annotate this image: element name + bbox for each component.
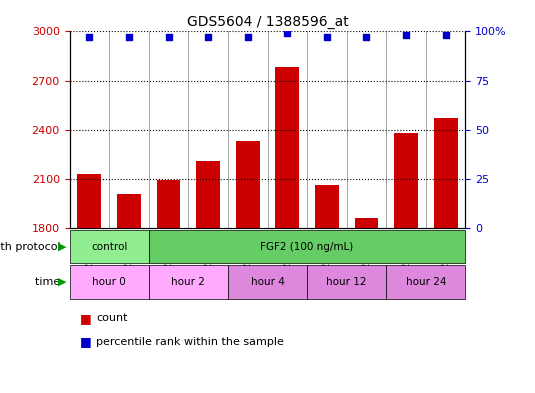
- Text: ▶: ▶: [58, 277, 67, 287]
- Bar: [117, 193, 141, 228]
- Bar: [276, 68, 299, 228]
- Text: percentile rank within the sample: percentile rank within the sample: [96, 337, 284, 347]
- Text: count: count: [96, 313, 128, 323]
- Text: time: time: [35, 277, 64, 287]
- Text: hour 0: hour 0: [92, 277, 126, 287]
- Bar: [157, 180, 180, 228]
- Point: [164, 34, 173, 40]
- Point: [283, 30, 292, 37]
- Title: GDS5604 / 1388596_at: GDS5604 / 1388596_at: [187, 15, 348, 29]
- Bar: [394, 133, 418, 228]
- Bar: [196, 161, 220, 228]
- Text: hour 12: hour 12: [326, 277, 367, 287]
- Point: [323, 34, 331, 40]
- Point: [204, 34, 212, 40]
- Bar: [315, 185, 339, 228]
- Point: [125, 34, 133, 40]
- Bar: [434, 118, 457, 228]
- Point: [402, 32, 410, 39]
- Bar: [355, 218, 378, 228]
- Text: hour 2: hour 2: [171, 277, 205, 287]
- Text: growth protocol: growth protocol: [0, 242, 64, 252]
- Point: [243, 34, 252, 40]
- Point: [85, 34, 94, 40]
- Text: ▶: ▶: [58, 242, 67, 252]
- Text: ■: ■: [80, 312, 92, 325]
- Bar: [78, 174, 101, 228]
- Text: FGF2 (100 ng/mL): FGF2 (100 ng/mL): [261, 242, 354, 252]
- Point: [441, 32, 450, 39]
- Text: control: control: [91, 242, 127, 252]
- Bar: [236, 141, 259, 228]
- Point: [362, 34, 371, 40]
- Text: hour 4: hour 4: [250, 277, 285, 287]
- Text: ■: ■: [80, 335, 92, 349]
- Text: hour 24: hour 24: [406, 277, 446, 287]
